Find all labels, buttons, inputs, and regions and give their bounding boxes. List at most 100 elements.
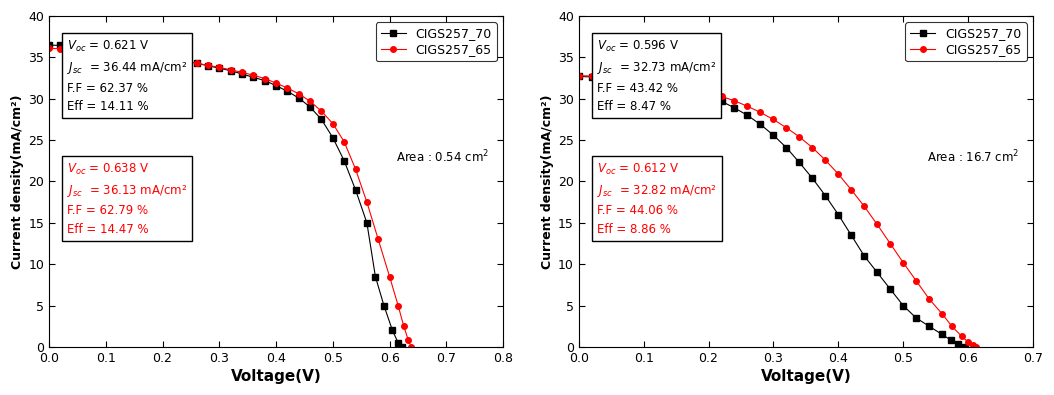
- CIGS257_65: [405, 344, 417, 349]
- CIGS257_65: [179, 59, 192, 64]
- CIGS257_70: [327, 135, 339, 140]
- CIGS257_65: [304, 99, 316, 103]
- Text: Area : 16.7 cm$^2$: Area : 16.7 cm$^2$: [928, 149, 1019, 165]
- Line: CIGS257_70: CIGS257_70: [577, 74, 969, 350]
- CIGS257_70: [767, 133, 780, 137]
- CIGS257_70: [884, 287, 897, 292]
- CIGS257_70: [349, 187, 362, 192]
- CIGS257_70: [922, 324, 935, 329]
- Text: $V_{oc}$ = 0.612 V
$J_{sc}$  = 32.82 mA/cm²
F.F = 44.06 %
Eff = 8.86 %: $V_{oc}$ = 0.612 V $J_{sc}$ = 32.82 mA/c…: [597, 162, 717, 236]
- CIGS257_70: [959, 344, 972, 349]
- X-axis label: Voltage(V): Voltage(V): [231, 369, 321, 384]
- CIGS257_65: [961, 340, 974, 344]
- CIGS257_65: [292, 92, 305, 96]
- CIGS257_70: [304, 105, 316, 109]
- CIGS257_65: [213, 65, 226, 70]
- CIGS257_70: [806, 176, 819, 181]
- Text: $V_{oc}$ = 0.638 V
$J_{sc}$  = 36.13 mA/cm²
F.F = 62.79 %
Eff = 14.47 %: $V_{oc}$ = 0.638 V $J_{sc}$ = 36.13 mA/c…: [67, 162, 188, 236]
- CIGS257_70: [395, 344, 408, 349]
- CIGS257_65: [741, 104, 754, 109]
- CIGS257_65: [54, 46, 66, 51]
- CIGS257_65: [858, 204, 871, 209]
- CIGS257_65: [144, 53, 157, 58]
- CIGS257_65: [910, 278, 922, 283]
- CIGS257_65: [397, 324, 410, 329]
- CIGS257_65: [77, 47, 90, 52]
- CIGS257_70: [944, 338, 957, 342]
- CIGS257_70: [728, 105, 741, 110]
- CIGS257_65: [967, 343, 979, 348]
- CIGS257_70: [677, 87, 689, 91]
- CIGS257_70: [392, 340, 405, 345]
- CIGS257_65: [871, 222, 883, 227]
- CIGS257_65: [884, 241, 897, 246]
- Legend: CIGS257_70, CIGS257_65: CIGS257_70, CIGS257_65: [905, 23, 1027, 62]
- CIGS257_65: [945, 324, 958, 329]
- CIGS257_65: [225, 68, 237, 72]
- CIGS257_70: [99, 46, 112, 51]
- CIGS257_65: [65, 47, 78, 52]
- Line: CIGS257_65: CIGS257_65: [577, 73, 978, 350]
- CIGS257_70: [572, 74, 585, 79]
- CIGS257_70: [225, 68, 237, 73]
- CIGS257_65: [247, 73, 259, 77]
- CIGS257_70: [585, 75, 598, 79]
- CIGS257_65: [270, 81, 282, 85]
- CIGS257_65: [970, 344, 982, 349]
- CIGS257_65: [134, 52, 147, 56]
- CIGS257_65: [201, 63, 214, 68]
- CIGS257_65: [955, 334, 968, 339]
- Text: Area : 0.54 cm$^2$: Area : 0.54 cm$^2$: [396, 149, 489, 165]
- CIGS257_65: [384, 274, 396, 279]
- CIGS257_65: [638, 78, 650, 83]
- CIGS257_70: [754, 122, 766, 127]
- CIGS257_70: [258, 78, 271, 83]
- CIGS257_65: [624, 76, 637, 81]
- CIGS257_65: [89, 48, 101, 53]
- CIGS257_70: [832, 212, 844, 217]
- CIGS257_70: [134, 50, 147, 55]
- CIGS257_65: [258, 76, 271, 81]
- CIGS257_70: [819, 193, 832, 198]
- CIGS257_70: [377, 303, 390, 308]
- CIGS257_65: [43, 46, 56, 51]
- CIGS257_65: [111, 49, 123, 54]
- CIGS257_65: [819, 158, 832, 162]
- CIGS257_65: [611, 75, 624, 80]
- CIGS257_65: [281, 86, 294, 90]
- CIGS257_70: [213, 66, 226, 71]
- CIGS257_65: [754, 110, 766, 115]
- CIGS257_65: [689, 87, 702, 92]
- CIGS257_70: [845, 233, 858, 238]
- Y-axis label: Current density(mA/cm²): Current density(mA/cm²): [12, 94, 24, 269]
- CIGS257_70: [952, 342, 964, 347]
- Line: CIGS257_70: CIGS257_70: [46, 42, 405, 350]
- CIGS257_65: [793, 134, 805, 139]
- CIGS257_65: [806, 145, 819, 150]
- CIGS257_70: [89, 45, 101, 50]
- CIGS257_70: [369, 274, 382, 279]
- CIGS257_65: [360, 200, 373, 205]
- CIGS257_70: [741, 113, 754, 118]
- CIGS257_70: [599, 75, 611, 80]
- CIGS257_70: [650, 81, 663, 86]
- CIGS257_65: [780, 125, 793, 130]
- CIGS257_70: [360, 220, 373, 225]
- CIGS257_65: [936, 311, 949, 316]
- Line: CIGS257_65: CIGS257_65: [46, 45, 414, 350]
- CIGS257_70: [702, 94, 715, 99]
- CIGS257_70: [338, 158, 351, 163]
- Legend: CIGS257_70, CIGS257_65: CIGS257_70, CIGS257_65: [375, 23, 496, 62]
- CIGS257_65: [767, 117, 780, 122]
- CIGS257_70: [611, 76, 624, 81]
- CIGS257_70: [77, 44, 90, 49]
- CIGS257_65: [572, 73, 585, 78]
- CIGS257_65: [845, 187, 858, 192]
- CIGS257_70: [663, 84, 676, 88]
- CIGS257_65: [585, 74, 598, 79]
- CIGS257_70: [780, 145, 793, 150]
- CIGS257_70: [168, 56, 180, 61]
- CIGS257_70: [716, 99, 728, 103]
- CIGS257_70: [871, 270, 883, 275]
- CIGS257_65: [897, 260, 910, 265]
